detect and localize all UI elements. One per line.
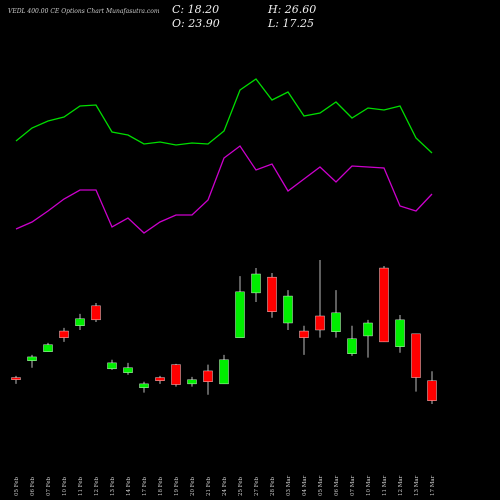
x-tick-label: 10 Mar: [366, 475, 372, 496]
header-open: O: 23.90: [172, 17, 220, 30]
x-tick-label: 07 Mar: [350, 475, 356, 496]
x-tick-label: 14 Feb: [126, 476, 132, 496]
chart-title: VEDL 400.00 CE Options Chart Munafasutra…: [8, 8, 160, 15]
header-low: L: 17.25: [267, 17, 314, 30]
x-tick-label: 11 Feb: [78, 476, 84, 496]
candle-body: [155, 377, 165, 381]
x-tick-label: 06 Feb: [30, 476, 36, 496]
x-tick-label: 25 Feb: [238, 476, 244, 496]
candle-body: [59, 330, 69, 338]
x-tick-label: 17 Feb: [142, 476, 148, 496]
candle-body: [395, 319, 405, 347]
candle-body: [267, 276, 277, 312]
candle-body: [235, 291, 245, 338]
x-tick-label: 11 Mar: [382, 475, 388, 496]
candle-body: [379, 267, 389, 343]
x-tick-label: 06 Mar: [334, 475, 340, 496]
x-tick-label: 18 Feb: [158, 476, 164, 496]
candle-body: [299, 330, 309, 338]
candle-body: [203, 370, 213, 382]
candle-body: [171, 364, 181, 385]
candle-body: [123, 367, 133, 373]
indicator-line: [15, 145, 433, 234]
indicator-line: [15, 78, 433, 154]
candle-body: [219, 359, 229, 385]
x-tick-label: 04 Mar: [302, 475, 308, 496]
candle-body: [251, 273, 261, 294]
x-tick-label: 10 Feb: [62, 476, 68, 496]
candle-body: [283, 295, 293, 324]
candle-body: [347, 338, 357, 354]
candle-body: [363, 322, 373, 337]
header-high: H: 26.60: [267, 3, 316, 16]
x-tick-label: 12 Feb: [94, 476, 100, 496]
x-tick-label: 13 Feb: [110, 476, 116, 496]
x-tick-label: 19 Feb: [174, 476, 180, 496]
candle-body: [107, 362, 117, 370]
x-tick-label: 05 Feb: [14, 476, 20, 496]
header-close: C: 18.20: [172, 3, 219, 16]
candle-body: [427, 380, 437, 401]
candle-body: [331, 312, 341, 332]
x-tick-label: 27 Feb: [254, 476, 260, 496]
candle-body: [75, 318, 85, 326]
candle-body: [27, 356, 37, 361]
candle-body: [187, 379, 197, 385]
candle-body: [11, 377, 21, 380]
x-tick-label: 05 Mar: [318, 475, 324, 496]
candle-body: [139, 383, 149, 388]
x-tick-label: 07 Feb: [46, 476, 52, 496]
candle-body: [43, 344, 53, 352]
x-tick-label: 20 Feb: [190, 476, 196, 496]
x-tick-label: 17 Mar: [430, 475, 436, 496]
x-tick-label: 28 Feb: [270, 476, 276, 496]
candle-body: [315, 315, 325, 331]
x-tick-label: 12 Mar: [398, 475, 404, 496]
candle-body: [91, 305, 101, 321]
x-tick-label: 13 Mar: [414, 475, 420, 496]
x-tick-label: 24 Feb: [222, 476, 228, 496]
x-tick-label: 21 Feb: [206, 476, 212, 496]
candle-body: [411, 333, 421, 378]
x-tick-label: 03 Mar: [286, 475, 292, 496]
